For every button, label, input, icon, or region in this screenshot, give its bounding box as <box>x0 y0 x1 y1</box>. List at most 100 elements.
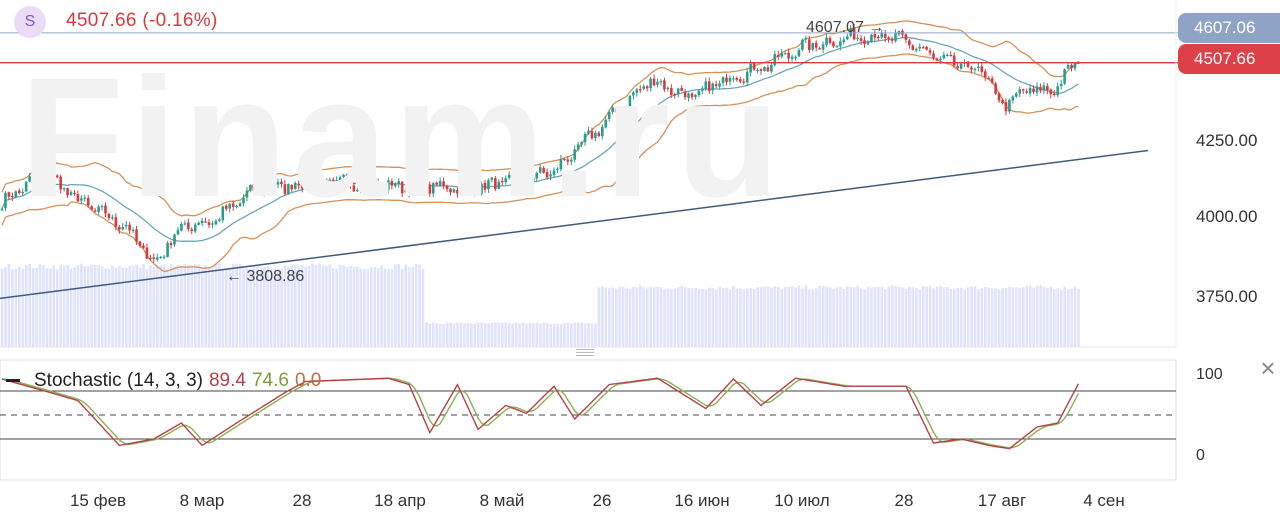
candle-body <box>770 64 773 72</box>
candle-body <box>811 43 815 50</box>
volume-bar <box>24 265 28 347</box>
volume-bar <box>1022 287 1025 347</box>
candle-body <box>739 79 742 82</box>
candle-body <box>594 132 597 139</box>
candle-body <box>1046 86 1049 91</box>
candle-body <box>28 176 31 182</box>
volume-bar <box>221 268 225 347</box>
candle-body <box>497 181 501 189</box>
volume-bar <box>497 322 501 347</box>
volume-bar <box>697 289 701 347</box>
candle-body <box>287 184 290 195</box>
candle-body <box>845 36 849 40</box>
volume-bar <box>335 268 339 347</box>
volume-bar <box>511 323 514 347</box>
candle-body <box>321 178 325 182</box>
candle-body <box>376 181 380 188</box>
volume-bar <box>152 266 156 347</box>
volume-bar <box>356 266 359 347</box>
symbol-badge[interactable]: S <box>14 6 46 38</box>
volume-bar <box>338 265 342 347</box>
candle-body <box>725 77 728 83</box>
candle-body <box>73 192 76 195</box>
candle-body <box>338 177 342 181</box>
volume-bar <box>839 286 842 347</box>
volume-bar <box>794 287 797 347</box>
volume-bar <box>93 265 97 347</box>
volume-bar <box>797 285 801 347</box>
candle-body <box>128 224 131 231</box>
volume-bar <box>445 322 449 347</box>
candle-body <box>676 88 680 95</box>
candle-body <box>445 185 449 190</box>
volume-bar <box>801 288 804 347</box>
volume-bar <box>62 265 66 347</box>
candle-body <box>942 54 946 59</box>
candle-body <box>607 111 611 119</box>
volume-bar <box>866 286 870 347</box>
volume-bar <box>825 286 828 347</box>
candle-body <box>76 194 80 202</box>
volume-bar <box>35 268 38 347</box>
candle-body <box>532 177 535 181</box>
volume-bar <box>518 323 521 347</box>
volume-bar <box>670 289 673 347</box>
candle-body <box>521 178 525 182</box>
volume-bar <box>345 266 349 347</box>
volume-bar <box>790 285 794 347</box>
candle-body <box>442 181 445 187</box>
volume-bar <box>997 289 1001 347</box>
candle-body <box>449 188 452 193</box>
candle-body <box>763 67 766 71</box>
candle-body <box>342 174 345 177</box>
volume-bar <box>231 263 235 347</box>
candle-body <box>908 40 911 46</box>
volume-bar <box>149 265 152 347</box>
candle-body <box>45 172 49 181</box>
candle-body <box>932 53 935 58</box>
candle-body <box>573 149 576 160</box>
volume-bar <box>818 286 822 347</box>
volume-bar <box>21 269 25 347</box>
candle-body <box>970 67 973 70</box>
volume-bar <box>156 264 159 347</box>
trend-line[interactable] <box>0 149 1149 300</box>
volume-bar <box>259 268 263 347</box>
candle-body <box>1042 85 1046 91</box>
volume-bar <box>856 285 859 347</box>
pane-splitter-handle[interactable] <box>576 349 594 357</box>
volume-bar <box>228 267 232 347</box>
volume-bar <box>456 322 459 347</box>
close-indicator-icon[interactable]: × <box>1260 353 1276 383</box>
volume-bar <box>276 268 280 347</box>
candle-body <box>431 183 435 194</box>
volume-bar <box>901 287 904 347</box>
volume-bar <box>576 322 580 347</box>
volume-bar <box>904 288 908 347</box>
volume-bar <box>980 288 984 347</box>
volume-bar <box>7 263 11 347</box>
volume-bar <box>939 285 942 347</box>
candle-body <box>200 220 204 224</box>
volume-bar <box>601 286 604 347</box>
candle-body <box>162 256 166 258</box>
candle-body <box>435 182 438 185</box>
candle-body <box>1039 86 1042 91</box>
candle-body <box>601 126 604 137</box>
candle-body <box>728 77 732 82</box>
volume-bar <box>432 322 435 347</box>
volume-bar <box>428 323 432 347</box>
volume-bar <box>90 264 94 347</box>
volume-bar <box>311 263 314 347</box>
indicator-toggle-icon[interactable] <box>6 379 20 383</box>
volume-bar <box>280 268 283 347</box>
volume-bar <box>269 267 273 347</box>
candle-body <box>66 188 69 196</box>
volume-bar <box>359 268 363 347</box>
volume-bar <box>604 287 608 347</box>
watermark: Finam.ru <box>20 43 786 233</box>
candle-body <box>55 175 59 178</box>
candle-body <box>1063 69 1066 84</box>
candle-body <box>1011 96 1015 101</box>
